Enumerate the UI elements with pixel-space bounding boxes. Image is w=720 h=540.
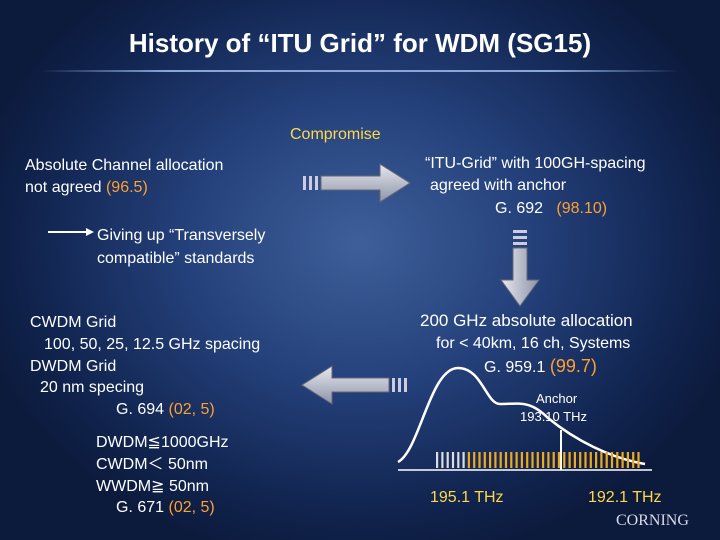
reference: (98.10) — [556, 200, 608, 217]
text-line: compatible” standards — [97, 250, 255, 267]
anchor-frequency: 193.10 THz — [520, 409, 587, 424]
text: not agreed — [25, 179, 102, 196]
channel-bar — [515, 452, 518, 468]
channel-bar — [499, 452, 502, 468]
recommendation: G. 959.1 — [484, 359, 546, 376]
channel-bar — [494, 452, 497, 468]
recommendation: G. 694 — [116, 401, 165, 418]
text-line: G. 671 (02, 5) — [116, 497, 215, 518]
channel-bar — [589, 452, 592, 468]
channel-bar — [473, 452, 476, 468]
channel-bar — [520, 452, 523, 468]
title: History of “ITU Grid” for WDM (SG15) — [128, 28, 592, 58]
reference: (02, 5) — [168, 499, 215, 516]
reference: (99.7) — [549, 356, 597, 376]
title-rule — [40, 70, 680, 72]
channel-bar — [536, 452, 539, 468]
channel-bar — [632, 452, 635, 468]
channel-bar — [552, 452, 555, 468]
text-line: for < 40km, 16 ch, Systems — [436, 335, 631, 352]
frequency-label: 195.1 THz — [430, 489, 504, 506]
recommendation: G. 671 — [116, 499, 165, 516]
channel-bar — [579, 452, 582, 468]
small-arrow — [48, 228, 94, 236]
channel-bar — [478, 452, 481, 468]
channel-bar — [489, 452, 492, 468]
channel-bar — [467, 452, 470, 468]
channel-bar — [600, 452, 603, 468]
text-line: Giving up “Transversely — [97, 227, 266, 244]
reference: (02, 5) — [168, 401, 215, 418]
channel-bar — [595, 452, 598, 468]
channel-bar — [621, 452, 624, 468]
channel-bar — [610, 452, 614, 468]
channel-bar — [510, 452, 513, 468]
channel-bar — [441, 452, 444, 468]
text-line: agreed with anchor — [430, 177, 567, 194]
channel-bar — [504, 452, 508, 468]
channel-bar — [557, 452, 561, 468]
frequency-label: 192.1 THz — [588, 489, 662, 506]
text-line: Absolute Channel allocation — [25, 157, 224, 174]
text-line: DWDM≦1000GHz — [96, 434, 229, 451]
channel-bar — [547, 452, 550, 468]
right-arrow — [303, 163, 411, 203]
channel-bar — [531, 452, 534, 468]
channel-bar — [616, 452, 619, 468]
text-line: G. 694 (02, 5) — [116, 399, 215, 420]
channel-bar — [451, 452, 455, 468]
text-line: not agreed (96.5) — [25, 177, 148, 198]
down-arrow — [500, 230, 540, 307]
text-line: 20 nm specing — [40, 379, 145, 396]
text-line: WWDM≧ 50nm — [96, 478, 209, 495]
recommendation: G. 692 — [495, 200, 544, 217]
text-line: G. 692 (98.10) — [495, 198, 607, 219]
channel-bar — [568, 452, 571, 468]
text-line: 100, 50, 25, 12.5 GHz spacing — [44, 336, 261, 353]
channel-bar — [446, 452, 449, 468]
anchor-label: Anchor — [536, 391, 578, 406]
channel-bar — [584, 452, 587, 468]
channel-bar — [605, 452, 608, 468]
channel-bar — [637, 452, 640, 468]
channel-bar — [526, 452, 529, 468]
channel-bar — [542, 452, 545, 468]
text-line: 200 GHz absolute allocation — [420, 311, 633, 330]
channel-bar — [483, 452, 486, 468]
reference: (96.5) — [105, 179, 148, 196]
channel-bar — [462, 452, 465, 468]
logo: CORNING — [616, 512, 689, 529]
text-line: CWDM＜ 50nm — [96, 456, 209, 473]
compromise-label: Compromise — [290, 126, 381, 143]
spectrum — [397, 366, 652, 471]
text-line: CWDM Grid — [30, 314, 117, 331]
text-line: DWDM Grid — [30, 358, 117, 375]
left-arrow — [301, 365, 407, 405]
channel-bar — [436, 452, 439, 468]
channel-bar — [457, 452, 460, 468]
channel-bar — [573, 452, 576, 468]
channel-bar — [626, 452, 629, 468]
text-line: G. 959.1 (99.7) — [484, 356, 597, 378]
text-line: “ITU-Grid” with 100GH-spacing — [425, 155, 646, 172]
channel-bar — [563, 452, 566, 468]
